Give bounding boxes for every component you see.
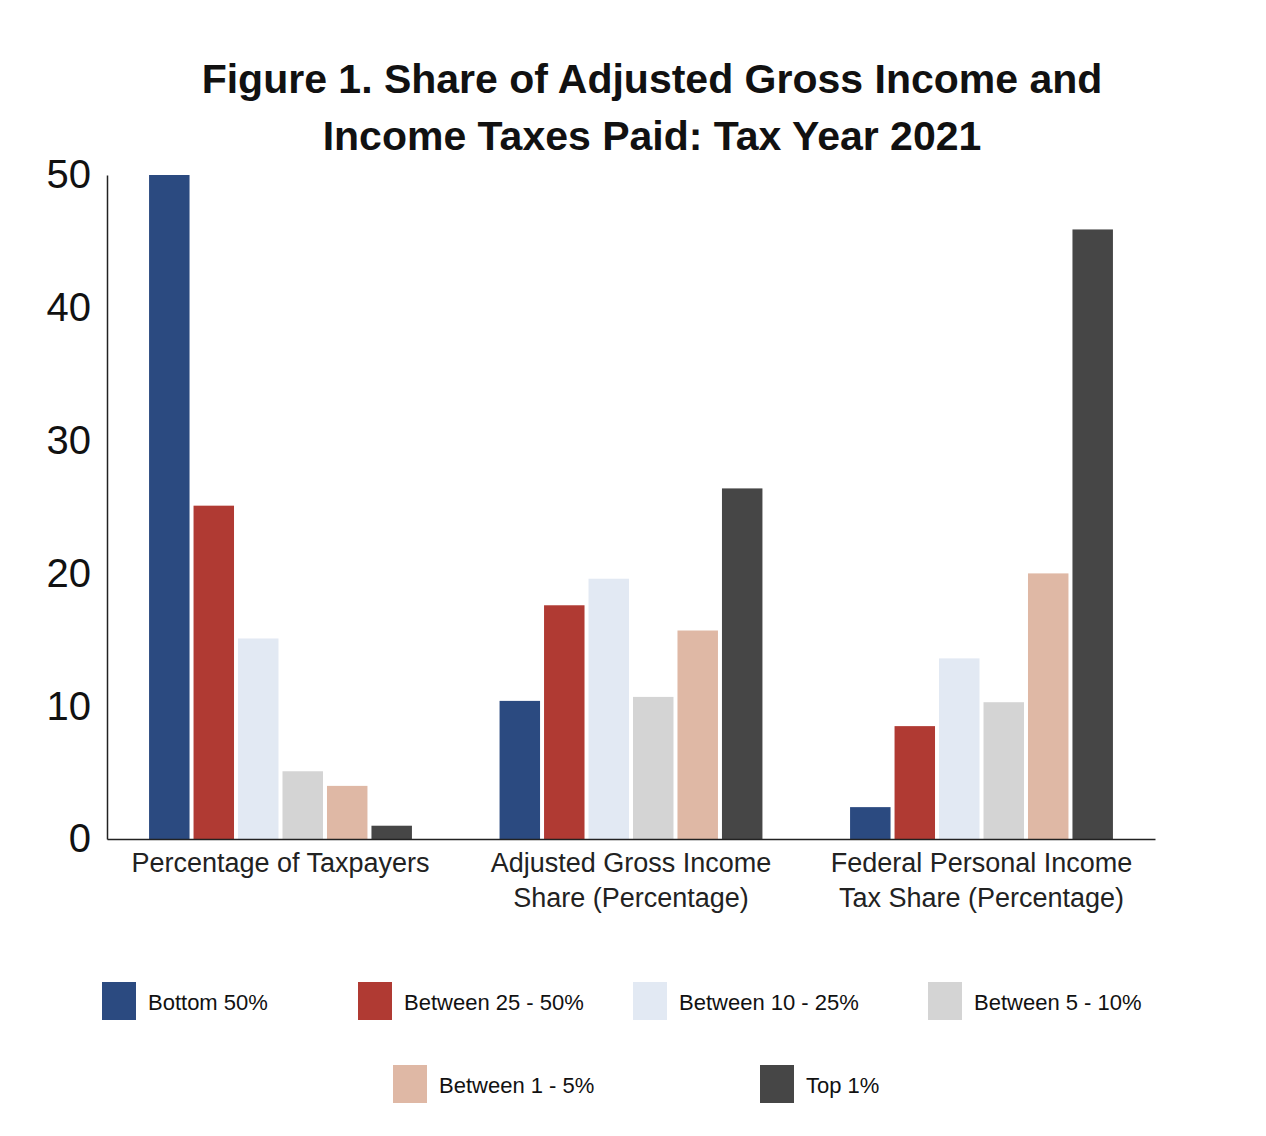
legend-label: Between 10 - 25% [679,990,859,1015]
x-tick-label: Adjusted Gross IncomeShare (Percentage) [491,848,772,913]
y-axis-line [107,176,109,840]
y-tick-label: 30 [47,418,92,462]
bars [149,175,1113,839]
y-tick-label: 0 [69,816,91,860]
x-tick-label: Percentage of Taxpayers [131,848,429,878]
bar [939,658,979,839]
y-tick: 50 [47,152,108,196]
x-tick: Federal Personal IncomeTax Share (Percen… [831,839,1133,913]
bar [238,638,278,839]
series [149,175,890,839]
y-tick-label: 10 [47,684,92,728]
series [238,579,979,839]
series [371,229,1112,839]
bar [194,506,234,839]
legend-item: Between 10 - 25% [633,982,859,1020]
y-axis: 0 10 20 30 40 50 [47,152,108,860]
y-tick-label: 40 [47,285,92,329]
bar [589,579,629,839]
bar [633,697,673,839]
bar [984,702,1024,839]
legend-item: Between 1 - 5% [393,1065,594,1103]
title: Figure 1. Share of Adjusted Gross Income… [202,56,1103,159]
x-axis: Percentage of Taxpayers Adjusted Gross In… [108,839,1156,913]
legend-label: Between 5 - 10% [974,990,1142,1015]
y-tick: 40 [47,285,108,329]
chart: Figure 1. Share of Adjusted Gross Income… [0,0,1266,1136]
legend-label: Between 25 - 50% [404,990,584,1015]
legend-swatch [358,982,392,1020]
series [282,697,1023,839]
legend-label: Bottom 50% [148,990,268,1015]
bar [282,771,322,839]
bar [371,826,411,839]
series [327,573,1068,839]
legend-swatch [928,982,962,1020]
legend-label: Top 1% [806,1073,879,1098]
x-axis-line [108,839,1156,841]
y-tick-label: 50 [47,152,92,196]
y-tick: 30 [47,418,108,462]
y-tick: 20 [47,551,108,595]
x-tick-label: Federal Personal IncomeTax Share (Percen… [831,848,1133,913]
x-tick: Percentage of Taxpayers [131,839,429,878]
bar [722,488,762,839]
bar [1072,229,1112,839]
legend-swatch [102,982,136,1020]
y-tick-label: 20 [47,551,92,595]
legend-label: Between 1 - 5% [439,1073,594,1098]
legend-item: Top 1% [760,1065,879,1103]
series [194,506,935,839]
legend-item: Between 25 - 50% [358,982,584,1020]
bar [895,726,935,839]
bar [1028,573,1068,839]
legend-item: Between 5 - 10% [928,982,1142,1020]
bar [327,786,367,839]
y-tick: 0 [69,816,107,860]
legend-swatch [393,1065,427,1103]
bar [850,807,890,839]
legend-item: Bottom 50% [102,982,268,1020]
bar [149,175,189,839]
bar [544,605,584,839]
y-tick: 10 [47,684,108,728]
bar [500,701,540,839]
bar [677,631,717,839]
legend-swatch [633,982,667,1020]
legend: Bottom 50% Between 25 - 50% Between 10 - 2… [102,982,1142,1103]
x-tick: Adjusted Gross IncomeShare (Percentage) [491,839,772,913]
legend-swatch [760,1065,794,1103]
